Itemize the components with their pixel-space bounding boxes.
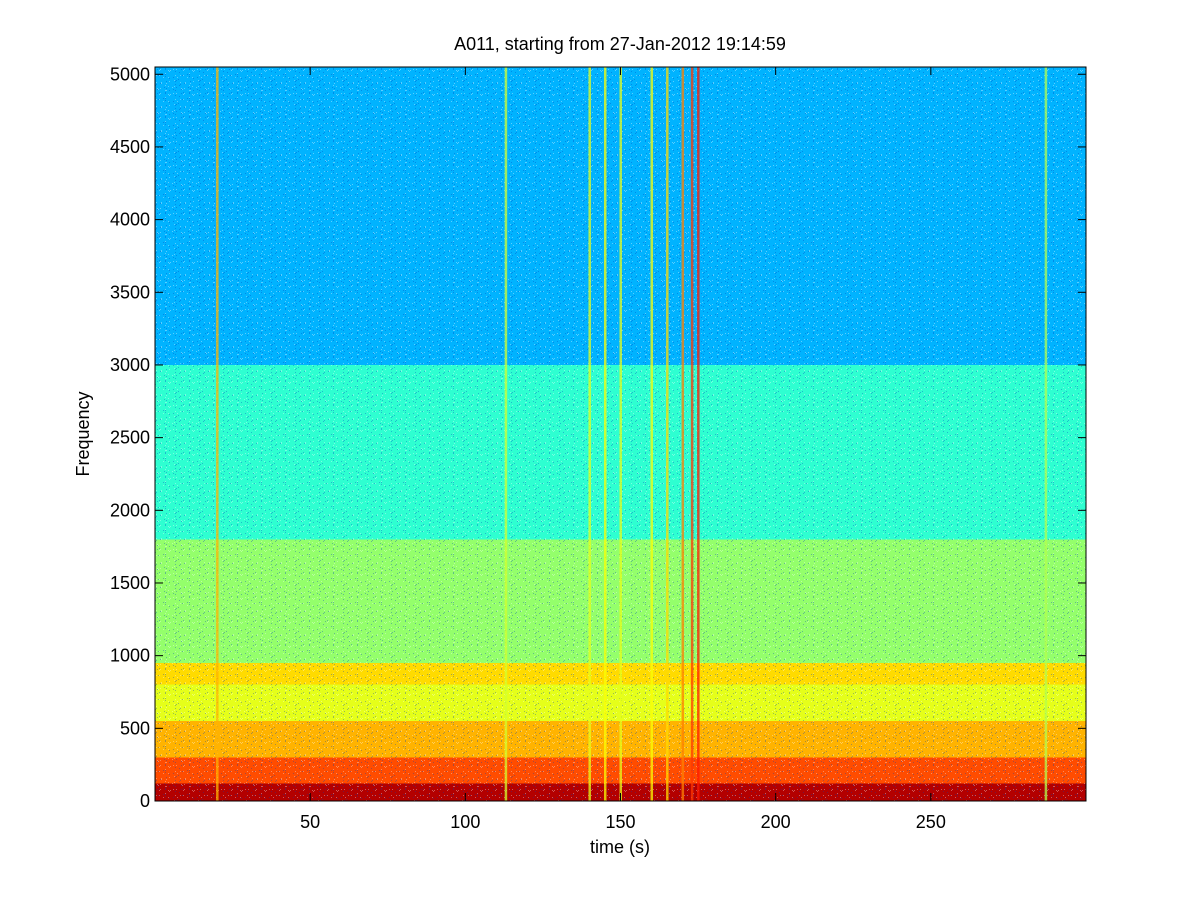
y-tick-label: 2500: [110, 428, 150, 448]
transient-event-4: [619, 67, 622, 801]
transient-event-0: [216, 67, 219, 801]
transient-event-3: [603, 67, 607, 801]
transient-events: [216, 67, 1048, 801]
x-tick-label: 100: [450, 812, 480, 832]
transient-event-5: [650, 67, 654, 801]
spectrogram-plot-area: [155, 67, 1086, 801]
transient-event-2: [588, 67, 591, 801]
y-tick-label: 5000: [110, 64, 150, 84]
x-tick-label: 150: [605, 812, 635, 832]
y-axis: 0 500 1000 1500 2000 2500 3000 3500 4000 4500 5000: [110, 64, 1086, 811]
y-tick-label: 4000: [110, 210, 150, 230]
transient-event-10: [1044, 67, 1048, 801]
y-tick-label: 1000: [110, 646, 150, 666]
y-axis-label: Frequency: [73, 391, 93, 476]
x-tick-label: 50: [300, 812, 320, 832]
x-tick-label: 200: [761, 812, 791, 832]
y-tick-label: 3000: [110, 355, 150, 375]
transient-event-8: [690, 67, 694, 801]
x-tick-label: 250: [916, 812, 946, 832]
y-tick-label: 1500: [110, 573, 150, 593]
y-tick-label: 4500: [110, 137, 150, 157]
y-tick-label: 3500: [110, 282, 150, 302]
x-axis-label: time (s): [590, 837, 650, 857]
x-axis: 50 100 150 200 250: [300, 67, 946, 832]
y-tick-label: 500: [120, 718, 150, 738]
transient-event-9: [697, 67, 700, 801]
transient-event-7: [681, 67, 685, 801]
chart-title: A011, starting from 27-Jan-2012 19:14:59: [454, 34, 786, 54]
y-tick-label: 2000: [110, 500, 150, 520]
transient-event-1: [504, 67, 508, 801]
transient-event-6: [666, 67, 669, 801]
y-tick-label: 0: [140, 791, 150, 811]
